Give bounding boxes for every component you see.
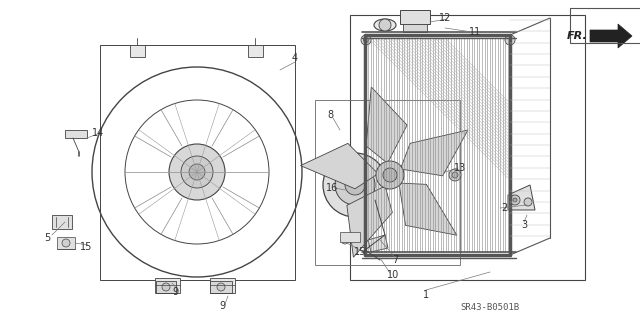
Text: 5: 5 xyxy=(44,233,50,243)
Text: 12: 12 xyxy=(439,13,451,23)
Bar xyxy=(100,45,295,280)
Polygon shape xyxy=(347,186,392,257)
Circle shape xyxy=(189,164,205,180)
Polygon shape xyxy=(399,183,457,235)
Circle shape xyxy=(524,198,532,206)
Circle shape xyxy=(345,175,365,195)
Bar xyxy=(210,281,232,293)
Bar xyxy=(315,100,460,265)
Text: 15: 15 xyxy=(80,242,92,252)
Circle shape xyxy=(376,161,404,189)
Text: 11: 11 xyxy=(469,27,481,37)
Polygon shape xyxy=(301,143,378,189)
Bar xyxy=(65,130,87,138)
Circle shape xyxy=(364,38,369,42)
Circle shape xyxy=(323,153,387,217)
Text: 1: 1 xyxy=(423,290,429,300)
Text: 14: 14 xyxy=(92,128,104,138)
Text: 7: 7 xyxy=(392,255,398,265)
Circle shape xyxy=(452,172,458,178)
Text: 2: 2 xyxy=(501,203,507,213)
Circle shape xyxy=(361,195,371,205)
Circle shape xyxy=(181,156,213,188)
Circle shape xyxy=(62,239,70,247)
Bar xyxy=(52,215,72,229)
Bar xyxy=(340,232,360,242)
Text: 15: 15 xyxy=(354,247,366,257)
Text: 4: 4 xyxy=(292,53,298,63)
Text: 9: 9 xyxy=(219,301,225,311)
Bar xyxy=(210,278,235,293)
Polygon shape xyxy=(508,185,535,210)
Circle shape xyxy=(364,197,369,203)
Bar xyxy=(400,10,430,24)
Circle shape xyxy=(169,144,225,200)
Bar xyxy=(155,278,180,293)
Text: 8: 8 xyxy=(327,110,333,120)
Bar xyxy=(57,237,75,249)
Circle shape xyxy=(449,169,461,181)
Bar xyxy=(350,15,585,280)
Bar xyxy=(403,24,427,32)
Circle shape xyxy=(383,168,397,182)
Bar xyxy=(156,281,176,293)
Text: 9: 9 xyxy=(172,287,178,297)
Circle shape xyxy=(341,236,349,244)
Text: 16: 16 xyxy=(326,183,338,193)
Polygon shape xyxy=(366,87,407,163)
Circle shape xyxy=(162,283,170,291)
Circle shape xyxy=(217,283,225,291)
Circle shape xyxy=(510,195,520,205)
Bar xyxy=(570,8,640,43)
Text: 3: 3 xyxy=(521,220,527,230)
Text: 10: 10 xyxy=(387,270,399,280)
Polygon shape xyxy=(590,24,632,48)
Ellipse shape xyxy=(374,19,396,31)
Bar xyxy=(248,45,263,57)
Circle shape xyxy=(335,165,375,205)
Polygon shape xyxy=(401,130,468,176)
Text: 13: 13 xyxy=(454,163,466,173)
Circle shape xyxy=(513,198,517,202)
Text: FR.: FR. xyxy=(567,31,588,41)
Text: SR43-B0501B: SR43-B0501B xyxy=(460,303,520,313)
Bar xyxy=(130,45,145,57)
Circle shape xyxy=(505,35,515,45)
Circle shape xyxy=(361,35,371,45)
Polygon shape xyxy=(368,235,388,252)
Circle shape xyxy=(379,19,391,31)
